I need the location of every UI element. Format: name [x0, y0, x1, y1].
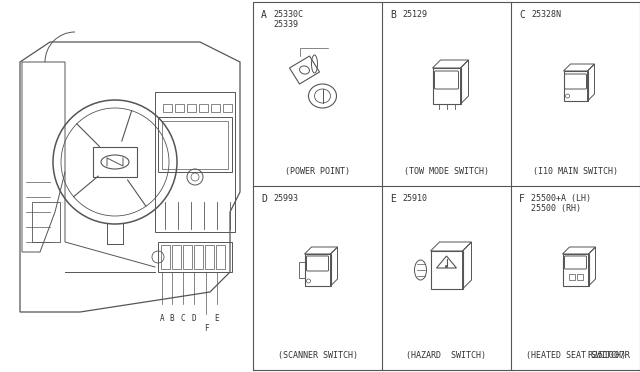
- Text: (TOW MODE SWITCH): (TOW MODE SWITCH): [404, 167, 489, 176]
- Text: (HAZARD  SWITCH): (HAZARD SWITCH): [406, 351, 486, 360]
- Text: F: F: [204, 324, 208, 333]
- Circle shape: [445, 265, 448, 268]
- Text: 25339: 25339: [273, 20, 298, 29]
- Text: E: E: [390, 194, 396, 204]
- Text: C: C: [519, 10, 525, 20]
- Text: C: C: [180, 314, 186, 323]
- Text: A: A: [261, 10, 267, 20]
- Text: 25328N: 25328N: [531, 10, 561, 19]
- Text: 25500+A (LH): 25500+A (LH): [531, 194, 591, 203]
- Text: F: F: [519, 194, 525, 204]
- Text: (POWER POINT): (POWER POINT): [285, 167, 350, 176]
- Text: B: B: [170, 314, 174, 323]
- Text: E: E: [214, 314, 220, 323]
- Text: R251007R: R251007R: [587, 351, 630, 360]
- Text: A: A: [160, 314, 164, 323]
- Text: 25330C: 25330C: [273, 10, 303, 19]
- Text: 25910: 25910: [402, 194, 427, 203]
- Text: (SCANNER SWITCH): (SCANNER SWITCH): [278, 351, 358, 360]
- Text: D: D: [192, 314, 196, 323]
- Text: (I10 MAIN SWITCH): (I10 MAIN SWITCH): [533, 167, 618, 176]
- Text: B: B: [390, 10, 396, 20]
- Text: D: D: [261, 194, 267, 204]
- Text: 25993: 25993: [273, 194, 298, 203]
- Text: (HEATED SEAT SWITCH): (HEATED SEAT SWITCH): [525, 351, 625, 360]
- Text: 25500 (RH): 25500 (RH): [531, 204, 581, 213]
- Text: 25129: 25129: [402, 10, 427, 19]
